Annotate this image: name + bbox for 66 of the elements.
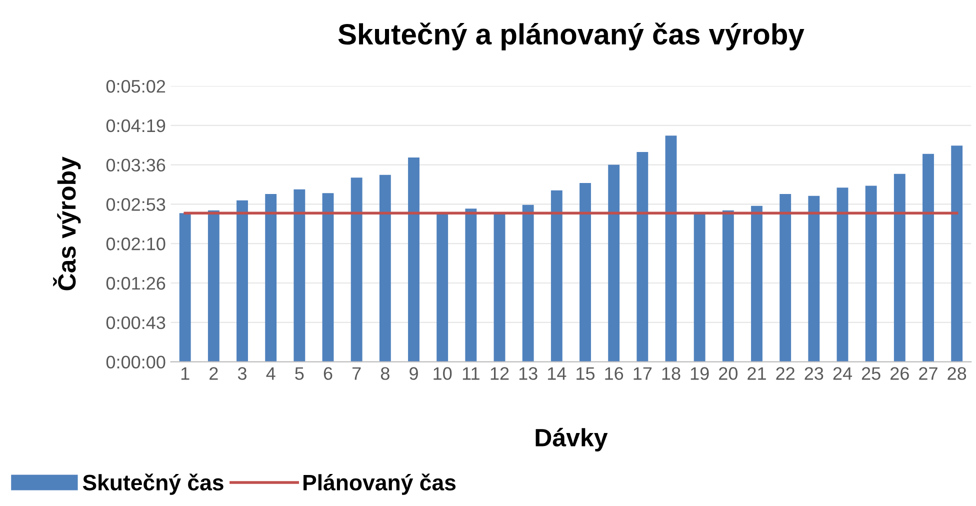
x-tick-label: 26	[890, 367, 909, 380]
x-tick-label: 9	[410, 367, 418, 380]
y-tick-label: 0:04:19	[106, 119, 166, 132]
x-tick-label: 4	[266, 367, 276, 380]
x-tick-label: 1	[181, 367, 190, 380]
x-tick-label: 5	[295, 367, 304, 380]
bar	[522, 204, 534, 362]
x-tick-label: 17	[634, 367, 652, 380]
bar	[865, 186, 877, 362]
x-tick-label: 14	[548, 367, 566, 380]
bar	[922, 154, 934, 362]
bar	[894, 174, 906, 362]
bar	[665, 136, 677, 362]
x-axis-title: Dávky	[536, 428, 608, 452]
bar	[722, 210, 734, 362]
bar	[636, 152, 648, 362]
bar	[294, 189, 306, 362]
bar	[265, 194, 277, 362]
y-tick-label: 0:01:26	[106, 276, 166, 290]
bar	[808, 196, 820, 362]
y-tick-label: 0:02:53	[106, 198, 166, 211]
legend-label: Skutečný čas	[82, 474, 224, 495]
bar	[236, 200, 248, 362]
bar	[550, 190, 562, 362]
bar	[608, 164, 620, 362]
bar	[951, 146, 963, 362]
bar	[408, 158, 420, 362]
x-tick-label: 7	[352, 367, 361, 380]
x-tick-label: 23	[804, 367, 824, 380]
y-tick-label: 0:00:00	[106, 356, 166, 369]
x-tick-label: 2	[210, 367, 218, 380]
x-tick-label: 16	[605, 367, 624, 380]
x-tick-label: 18	[662, 367, 680, 380]
y-tick-label: 0:03:36	[106, 158, 166, 172]
bar	[836, 188, 848, 362]
bar	[322, 193, 334, 362]
x-tick-label: 13	[519, 367, 538, 380]
x-tick-label: 22	[776, 367, 794, 380]
y-tick-label: 0:00:43	[106, 316, 166, 330]
x-tick-label: 11	[462, 367, 480, 380]
x-tick-label: 25	[862, 367, 880, 380]
x-tick-label: 20	[719, 367, 738, 380]
bar	[751, 206, 762, 362]
chart-title: Skutečný a plánovaný čas výroby	[338, 22, 804, 50]
x-tick-label: 3	[238, 367, 246, 380]
x-tick-label: 12	[490, 367, 509, 380]
bar	[208, 210, 220, 362]
bar	[780, 194, 792, 362]
x-tick-label: 28	[948, 367, 966, 380]
y-axis-title: Čas výroby	[53, 156, 81, 290]
x-tick-label: 21	[748, 367, 766, 380]
x-tick-label: 6	[324, 367, 332, 380]
x-tick-label: 24	[833, 367, 852, 380]
bar	[580, 183, 591, 362]
x-tick-label: 10	[434, 367, 452, 380]
bar	[179, 213, 191, 362]
x-tick-label: 19	[690, 367, 709, 380]
y-tick-label: 0:05:02	[106, 80, 166, 93]
bar	[379, 174, 391, 362]
bar	[465, 208, 477, 362]
legend-label: Plánovaný čas	[304, 474, 456, 495]
x-tick-label: 15	[576, 367, 595, 380]
x-tick-label: 27	[919, 367, 938, 380]
y-tick-label: 0:02:10	[106, 238, 166, 250]
bar	[350, 178, 362, 362]
x-tick-label: 8	[380, 367, 390, 380]
